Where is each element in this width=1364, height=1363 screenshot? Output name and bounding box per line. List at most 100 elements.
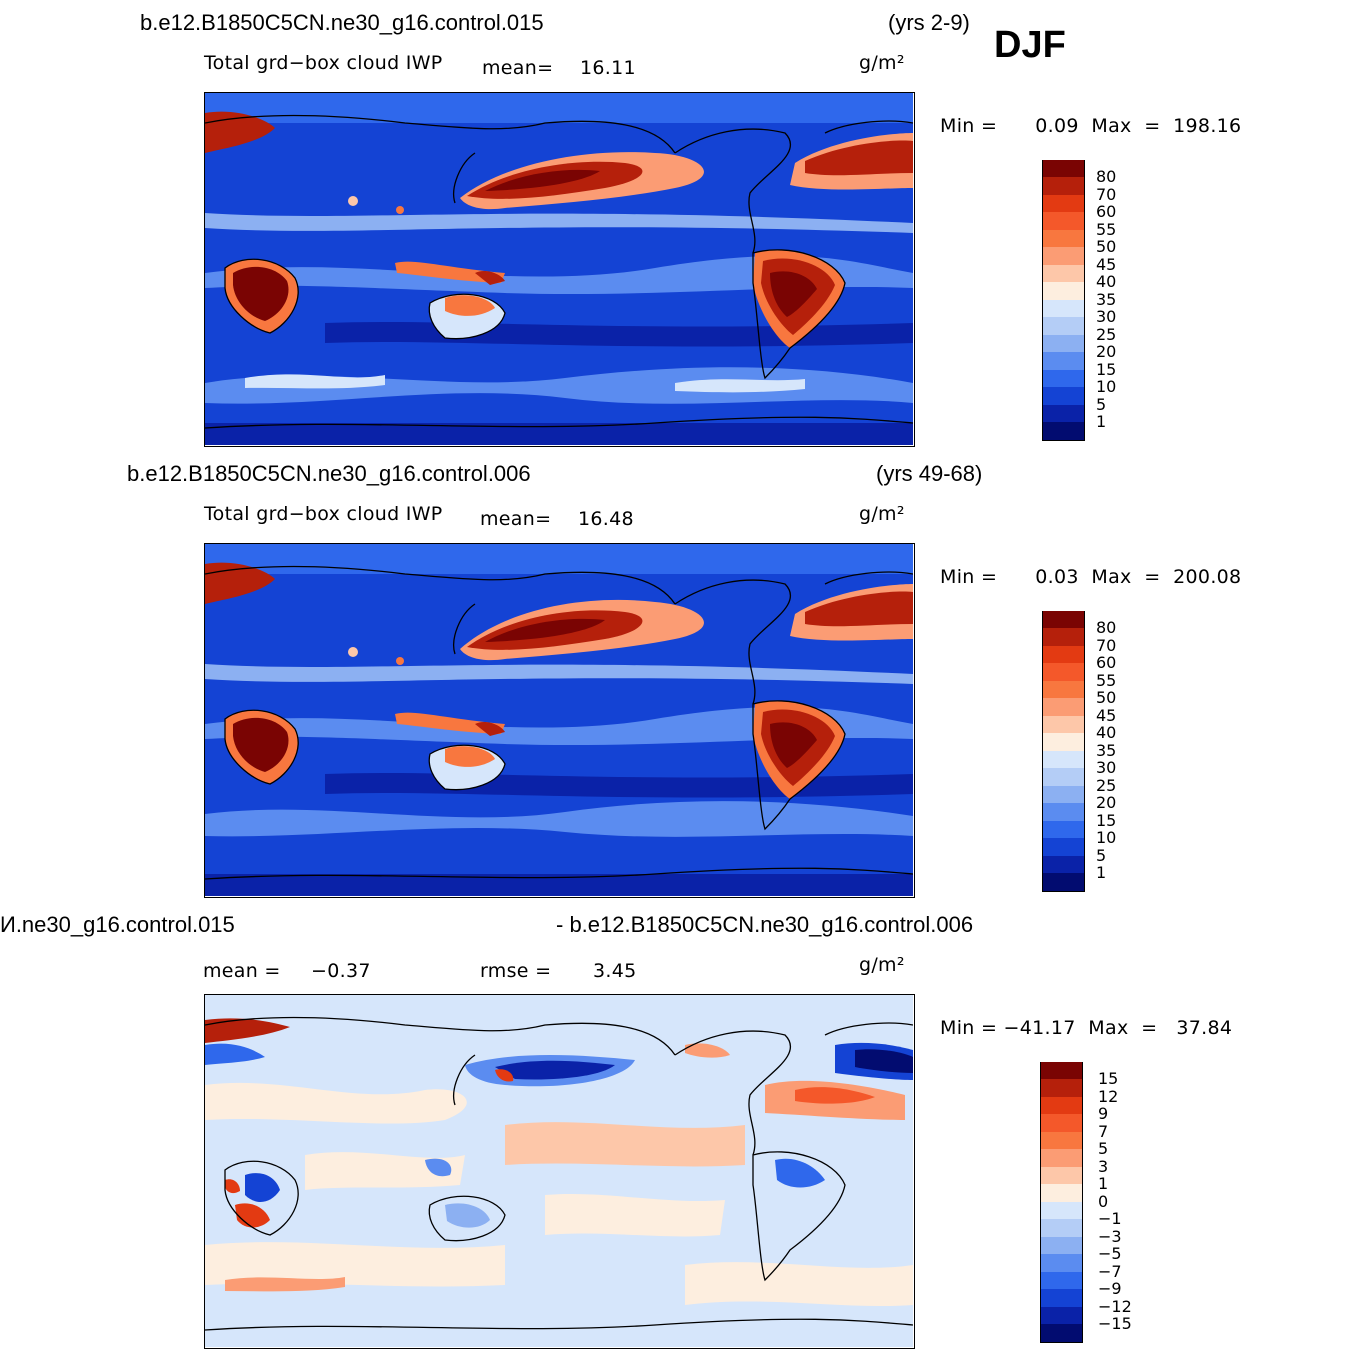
colorbar-swatch (1043, 803, 1084, 821)
panel2-colorbar (1042, 611, 1085, 892)
colorbar-tick-label: 25 (1096, 775, 1117, 795)
colorbar-swatch (1043, 160, 1084, 178)
colorbar-swatch (1043, 611, 1084, 629)
colorbar-swatch (1043, 369, 1084, 388)
colorbar-swatch (1043, 299, 1084, 318)
colorbar-swatch (1043, 404, 1084, 423)
colorbar-tick-label: −3 (1098, 1226, 1122, 1246)
colorbar-swatch (1043, 733, 1084, 751)
colorbar-swatch (1041, 1289, 1082, 1307)
colorbar-swatch (1041, 1114, 1082, 1132)
colorbar-tick-label: 45 (1096, 254, 1117, 274)
colorbar-swatch (1043, 855, 1084, 874)
colorbar-tick-label: 40 (1096, 723, 1117, 743)
colorbar-swatch (1043, 352, 1084, 370)
colorbar-tick-label: 80 (1096, 618, 1117, 638)
colorbar-swatch (1041, 1131, 1082, 1150)
colorbar-tick-label: 10 (1096, 377, 1117, 397)
colorbar-swatch (1041, 1149, 1082, 1167)
panel1-variable: Total grd−box cloud IWP (204, 52, 443, 74)
colorbar-tick-label: 70 (1096, 184, 1117, 204)
colorbar-swatch (1043, 177, 1084, 195)
colorbar-tick-label: 1 (1096, 863, 1107, 883)
colorbar-tick-label: 70 (1096, 635, 1117, 655)
colorbar-swatch (1041, 1184, 1082, 1202)
colorbar-tick-label: 20 (1096, 793, 1117, 813)
colorbar-tick-label: 5 (1098, 1139, 1109, 1159)
colorbar-tick-label: −5 (1098, 1244, 1122, 1264)
colorbar-swatch (1041, 1201, 1082, 1220)
colorbar-tick-label: 12 (1098, 1086, 1119, 1106)
colorbar-swatch (1043, 334, 1084, 353)
colorbar-swatch (1041, 1254, 1082, 1272)
panel1-map-field (205, 93, 913, 445)
colorbar-swatch (1043, 663, 1084, 681)
colorbar-tick-label: 30 (1096, 758, 1117, 778)
colorbar-tick-label: −1 (1098, 1209, 1122, 1229)
colorbar-swatch (1043, 750, 1084, 769)
panel2-minmax: Min = 0.03 Max = 200.08 (940, 566, 1242, 588)
colorbar-tick-label: 60 (1096, 202, 1117, 222)
panel2-map (204, 543, 915, 898)
panel2-case-title: b.e12.B1850C5CN.ne30_g16.control.006 (127, 461, 531, 486)
panel2-map-field (205, 544, 913, 896)
colorbar-swatch (1041, 1324, 1082, 1342)
panel1-years: (yrs 2-9) (888, 10, 970, 35)
panel3-colorbar (1040, 1062, 1083, 1343)
colorbar-swatch (1041, 1062, 1082, 1080)
colorbar-tick-label: 40 (1096, 272, 1117, 292)
colorbar-tick-label: 9 (1098, 1104, 1109, 1124)
panel1-case-title: b.e12.B1850C5CN.ne30_g16.control.015 (140, 10, 544, 35)
panel2-mean-label: mean= (480, 508, 552, 530)
panel2-mean-value: 16.48 (578, 508, 634, 530)
colorbar-tick-label: 80 (1096, 167, 1117, 187)
colorbar-tick-label: −9 (1098, 1279, 1122, 1299)
panel3-rmse-label: rmse = (480, 960, 552, 982)
panel1-map (204, 92, 915, 447)
panel3-case-left: И.ne30_g16.control.015 (0, 912, 235, 937)
colorbar-tick-label: 25 (1096, 324, 1117, 344)
colorbar-swatch (1043, 264, 1084, 283)
panel3-rmse-value: 3.45 (593, 960, 637, 982)
colorbar-swatch (1043, 194, 1084, 213)
colorbar-tick-label: 60 (1096, 653, 1117, 673)
colorbar-swatch (1043, 785, 1084, 804)
colorbar-tick-label: 35 (1096, 289, 1117, 309)
colorbar-tick-label: 0 (1098, 1191, 1109, 1211)
colorbar-swatch (1041, 1166, 1082, 1185)
panel3-map-field (205, 995, 913, 1347)
colorbar-swatch (1041, 1219, 1082, 1237)
colorbar-tick-label: 35 (1096, 740, 1117, 760)
colorbar-swatch (1041, 1306, 1082, 1325)
panel1-units: g/m² (859, 52, 905, 74)
colorbar-swatch (1043, 212, 1084, 230)
colorbar-tick-label: 30 (1096, 307, 1117, 327)
colorbar-tick-label: 50 (1096, 688, 1117, 708)
colorbar-tick-label: 5 (1096, 394, 1107, 414)
panel2-units: g/m² (859, 503, 905, 525)
colorbar-swatch (1043, 387, 1084, 405)
colorbar-tick-label: 45 (1096, 705, 1117, 725)
colorbar-tick-label: −7 (1098, 1261, 1122, 1281)
colorbar-swatch (1043, 422, 1084, 440)
panel3-case-right: - b.e12.B1850C5CN.ne30_g16.control.006 (556, 912, 974, 937)
colorbar-swatch (1043, 229, 1084, 248)
colorbar-swatch (1043, 680, 1084, 699)
colorbar-swatch (1043, 873, 1084, 891)
colorbar-swatch (1043, 768, 1084, 786)
colorbar-tick-label: −15 (1098, 1314, 1132, 1334)
colorbar-tick-label: 15 (1096, 810, 1117, 830)
colorbar-swatch (1041, 1236, 1082, 1255)
colorbar-tick-label: 1 (1098, 1174, 1109, 1194)
colorbar-tick-label: 1 (1096, 412, 1107, 432)
colorbar-swatch (1043, 838, 1084, 856)
colorbar-swatch (1043, 317, 1084, 335)
panel1-mean-value: 16.11 (580, 57, 636, 79)
colorbar-tick-label: −12 (1098, 1296, 1132, 1316)
colorbar-swatch (1043, 698, 1084, 716)
panel3-map (204, 994, 915, 1349)
colorbar-tick-label: 55 (1096, 219, 1117, 239)
colorbar-tick-label: 5 (1096, 845, 1107, 865)
colorbar-swatch (1043, 282, 1084, 300)
colorbar-swatch (1041, 1271, 1082, 1290)
